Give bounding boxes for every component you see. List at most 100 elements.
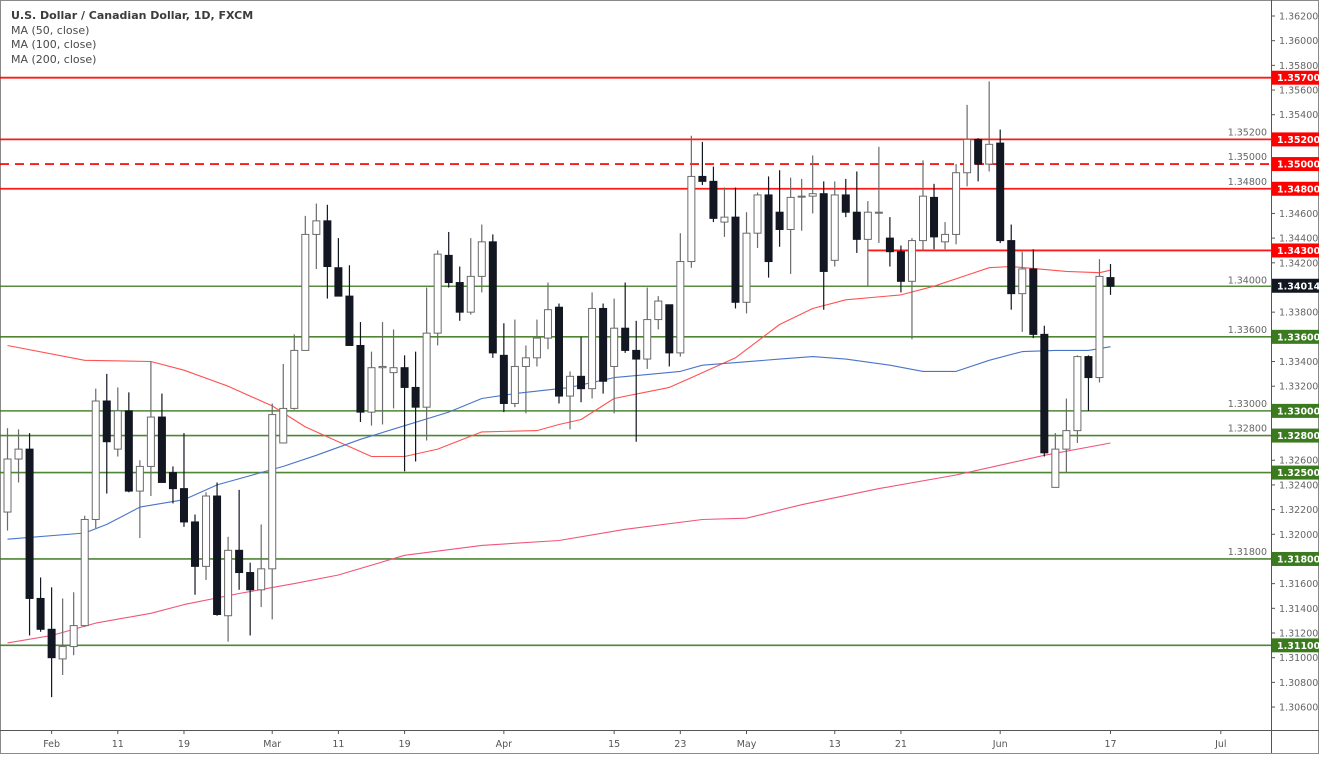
candle-up[interactable] (687, 135, 696, 268)
candle-down[interactable] (709, 166, 718, 223)
candle-up[interactable] (907, 238, 916, 340)
candle-up[interactable] (58, 598, 67, 675)
candle-down[interactable] (841, 178, 850, 218)
candle-up[interactable] (80, 515, 89, 627)
candle-down[interactable] (621, 282, 630, 353)
candle-down[interactable] (168, 466, 177, 504)
candle-down[interactable] (1029, 249, 1038, 339)
candle-down[interactable] (852, 171, 861, 253)
symbol-title[interactable]: U.S. Dollar / Canadian Dollar, 1D, FXCM (11, 9, 254, 22)
candle-down[interactable] (1106, 264, 1115, 295)
legend-ma200[interactable]: MA (200, close) (11, 52, 97, 66)
candle-down[interactable] (124, 392, 133, 493)
candle-down[interactable] (930, 183, 939, 250)
candle-up[interactable] (257, 524, 266, 608)
legend-ma100[interactable]: MA (100, close) (11, 38, 97, 51)
candle-up[interactable] (367, 351, 376, 426)
candle-up[interactable] (643, 287, 652, 369)
candle-down[interactable] (665, 304, 674, 367)
candle-up[interactable] (279, 363, 288, 444)
candle-down[interactable] (996, 129, 1005, 244)
candle-up[interactable] (532, 319, 541, 367)
candle-up[interactable] (389, 329, 398, 409)
candle-up[interactable] (720, 187, 729, 237)
candle-up[interactable] (808, 155, 817, 214)
candle-up[interactable] (963, 104, 972, 187)
candle-up[interactable] (566, 371, 575, 430)
candle-up[interactable] (113, 387, 122, 457)
candle-down[interactable] (213, 482, 222, 616)
candle-down[interactable] (323, 204, 332, 299)
candle-down[interactable] (1007, 224, 1016, 310)
candle-up[interactable] (14, 429, 23, 483)
candle-down[interactable] (974, 138, 983, 182)
candle-up[interactable] (268, 403, 277, 620)
price-axis[interactable]: 1.36200 1.36000 1.35800 1.35600 1.35400 1.352… (1228, 12, 1319, 714)
candle-down[interactable] (235, 489, 244, 590)
candle-down[interactable] (698, 141, 707, 186)
candle-up[interactable] (422, 287, 431, 441)
candle-up[interactable] (952, 164, 961, 245)
candle-up[interactable] (1095, 259, 1104, 383)
candle-up[interactable] (985, 81, 994, 172)
candle-up[interactable] (3, 428, 12, 531)
candle-down[interactable] (444, 231, 453, 288)
candle-up[interactable] (466, 238, 475, 315)
candle-up[interactable] (301, 215, 310, 351)
candle-down[interactable] (632, 320, 641, 442)
candle-down[interactable] (47, 587, 56, 698)
candle-up[interactable] (610, 298, 619, 414)
candle-up[interactable] (543, 282, 552, 350)
candle-up[interactable] (510, 319, 519, 408)
candle-up[interactable] (224, 536, 233, 642)
candle-down[interactable] (102, 373, 111, 494)
candle-down[interactable] (411, 351, 420, 462)
candle-up[interactable] (654, 296, 663, 330)
candle-up[interactable] (312, 203, 321, 269)
candle-down[interactable] (764, 176, 773, 278)
candle-down[interactable] (400, 355, 409, 472)
candle-down[interactable] (731, 187, 740, 309)
candle-down[interactable] (885, 217, 894, 267)
candle-down[interactable] (577, 336, 586, 403)
candle-up[interactable] (941, 222, 950, 250)
candle-up[interactable] (918, 160, 927, 251)
candle-down[interactable] (896, 245, 905, 293)
candle-up[interactable] (1051, 433, 1060, 488)
candle-up[interactable] (786, 177, 795, 274)
candle-down[interactable] (819, 181, 828, 310)
candle-down[interactable] (1040, 325, 1049, 457)
candle-down[interactable] (246, 562, 255, 636)
candle-up[interactable] (742, 212, 751, 314)
candle-down[interactable] (599, 303, 608, 394)
candle-up[interactable] (146, 361, 155, 497)
candle-up[interactable] (863, 201, 872, 287)
candle-down[interactable] (356, 322, 365, 422)
candle-up[interactable] (588, 292, 597, 399)
candle-down[interactable] (345, 265, 354, 346)
candle-up[interactable] (797, 178, 806, 231)
candle-down[interactable] (191, 514, 200, 595)
candle-down[interactable] (179, 433, 188, 527)
candle-up[interactable] (91, 388, 100, 529)
candle-up[interactable] (477, 224, 486, 293)
candle-down[interactable] (499, 323, 508, 413)
candle-down[interactable] (157, 393, 166, 483)
candle-up[interactable] (676, 233, 685, 357)
candle-up[interactable] (753, 192, 762, 248)
candle-up[interactable] (1062, 398, 1071, 473)
candle-up[interactable] (874, 146, 883, 244)
candle-down[interactable] (775, 170, 784, 247)
candle-up[interactable] (135, 460, 144, 538)
candle-down[interactable] (555, 303, 563, 404)
candle-up[interactable] (521, 345, 530, 414)
candle-up[interactable] (202, 492, 211, 580)
legend-ma50[interactable]: MA (50, close) (11, 23, 90, 37)
candle-up[interactable] (433, 250, 442, 346)
candle-up[interactable] (378, 322, 387, 425)
time-axis[interactable]: Feb 11 19 Mar 11 19 Apr 15 23 May 13 21 Jun 17 Jul (43, 730, 1227, 750)
candle-down[interactable] (25, 433, 34, 636)
candle-down[interactable] (455, 266, 464, 321)
candle-up[interactable] (1073, 355, 1082, 443)
